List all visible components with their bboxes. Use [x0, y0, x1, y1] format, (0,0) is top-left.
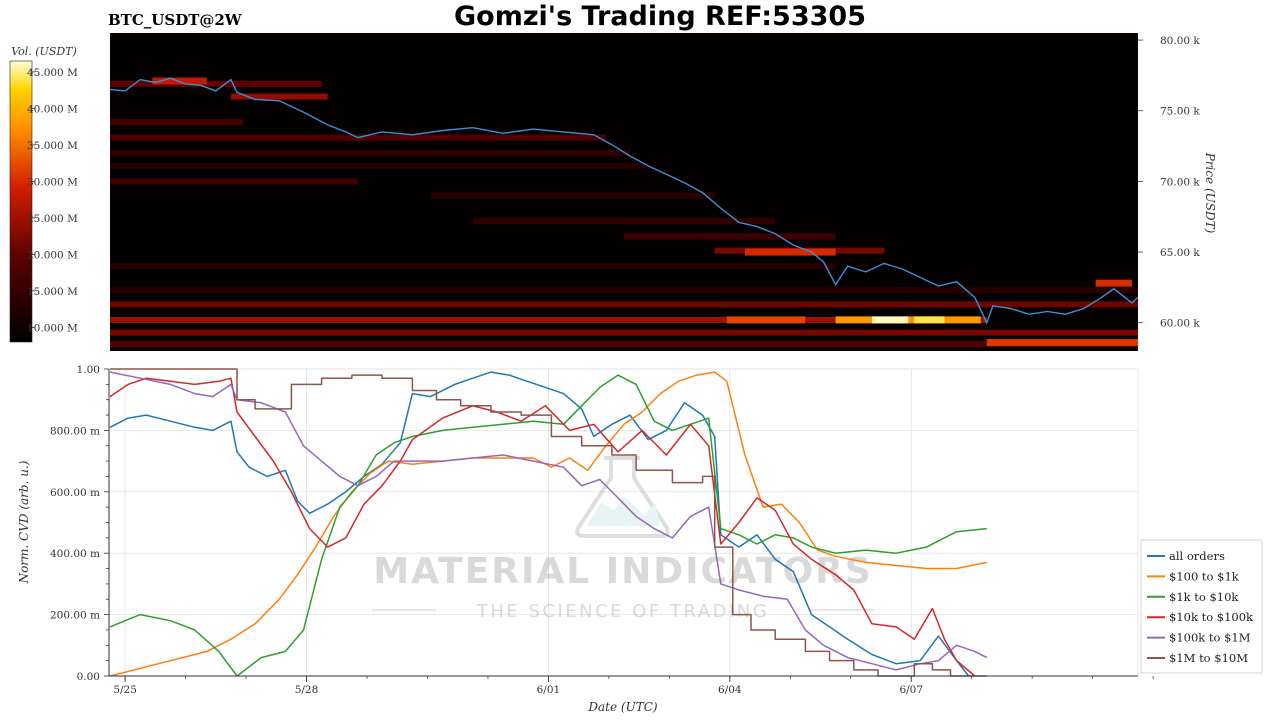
liquidity-band	[472, 217, 776, 224]
liquidity-band	[624, 233, 836, 240]
cvd-axes: 0.00 200.00 m 400.00 m 600.00 m 800.00 m 1.00…	[50, 364, 1154, 696]
cvd-series-all-orders	[109, 371, 970, 677]
cvd-series-1k-to-10k	[109, 374, 987, 677]
cvd-xtick-label: 6/07	[899, 684, 923, 696]
cvd-xtick-label: 5/25	[113, 684, 137, 696]
liquidity-band	[430, 192, 715, 199]
colorbar-gradient	[9, 60, 33, 343]
colorbar: Vol. (USDT) 10.000 M 15.000 M 20.000 M 25.0…	[9, 45, 78, 343]
liquidity-hot-spot	[1095, 279, 1132, 287]
heatmap-panel: 60.00 k 65.00 k 70.00 k 75.00 k 80.00 k Pric…	[109, 33, 1217, 351]
colorbar-tick-label: 20.000 M	[27, 249, 78, 261]
cvd-xtick-label: 6/04	[718, 684, 742, 696]
colorbar-tick-label: 35.000 M	[27, 140, 78, 152]
price-tick-label: 65.00 k	[1160, 247, 1200, 259]
liquidity-band	[110, 178, 358, 185]
price-tick-label: 80.00 k	[1160, 35, 1200, 47]
colorbar-ticks: 10.000 M 15.000 M 20.000 M 25.000 M 30.000 M…	[27, 67, 78, 334]
colorbar-tick-label: 15.000 M	[27, 286, 78, 298]
flask-icon	[575, 456, 670, 538]
cvd-ytick-label: 1.00	[77, 364, 100, 376]
liquidity-band	[110, 301, 1138, 308]
cvd-series-1m-to-10m	[110, 368, 987, 677]
legend-label: $10k to $100k	[1169, 610, 1254, 624]
colorbar-tick-label: 40.000 M	[27, 103, 78, 115]
liquidity-hot-spot	[914, 316, 945, 324]
cvd-xtick-label: 6/01	[537, 684, 561, 696]
price-tick-label: 70.00 k	[1160, 176, 1200, 188]
cvd-ylabel: Norm. CVD (arb. u.)	[17, 460, 31, 584]
legend-box	[1140, 539, 1263, 674]
cvd-ytick-label: 600.00 m	[50, 487, 100, 499]
watermark-title: MATERIAL INDICATORS	[373, 551, 873, 592]
price-tick-label: 60.00 k	[1160, 318, 1200, 330]
colorbar-tick-label: 30.000 M	[27, 176, 78, 188]
cvd-xtick-label: 5/28	[295, 684, 319, 696]
legend-label: $100k to $1M	[1169, 631, 1251, 645]
cvd-xlabel: Date (UTC)	[587, 700, 657, 714]
liquidity-band	[110, 287, 1138, 294]
cvd-ytick-label: 200.00 m	[50, 610, 100, 622]
liquidity-band	[110, 80, 322, 87]
colorbar-tick-label: 10.000 M	[27, 322, 78, 334]
cvd-series-10k-to-100k	[109, 377, 976, 677]
cvd-plot-area	[109, 369, 1138, 676]
liquidity-band	[110, 329, 1138, 336]
legend-label: $1k to $10k	[1169, 590, 1239, 604]
cvd-series-100k-to-1m	[109, 371, 988, 671]
liquidity-hot-spot	[726, 316, 806, 324]
liquidity-band	[110, 340, 1138, 347]
liquidity-band	[110, 119, 244, 126]
cvd-series-lines	[109, 368, 988, 677]
liquidity-hot-spot	[986, 339, 1138, 347]
watermark: MATERIAL INDICATORS THE SCIENCE OF TRADI…	[372, 456, 874, 622]
cvd-ytick-label: 800.00 m	[50, 425, 100, 437]
colorbar-tick-label: 45.000 M	[27, 67, 78, 79]
price-line	[109, 77, 1139, 325]
liquidity-band	[110, 162, 649, 169]
colorbar-tick-label: 25.000 M	[27, 213, 78, 225]
heatmap-ylabel: Price (USDT)	[1203, 152, 1217, 234]
liquidity-band	[230, 93, 328, 100]
legend: all orders $100 to $1k $1k to $10k $10k to …	[1140, 539, 1263, 674]
legend-label: all orders	[1169, 549, 1225, 563]
chart-subtitle: BTC_USDT@2W	[108, 11, 243, 29]
cvd-series-100-to-1k	[109, 371, 987, 677]
liquidity-band	[110, 316, 987, 323]
cvd-panel: MATERIAL INDICATORS THE SCIENCE OF TRADI…	[17, 364, 1263, 714]
liquidity-hot-spot	[871, 316, 909, 324]
colorbar-label: Vol. (USDT)	[11, 45, 77, 58]
cvd-ytick-label: 0.00	[77, 671, 100, 683]
liquidity-band	[110, 150, 631, 157]
cvd-ytick-label: 400.00 m	[50, 548, 100, 560]
heatmap-price-axis: 60.00 k 65.00 k 70.00 k 75.00 k 80.00 k	[1138, 35, 1200, 330]
watermark-subtitle: THE SCIENCE OF TRADING	[476, 601, 769, 622]
price-tick-label: 75.00 k	[1160, 106, 1200, 118]
legend-label: $1M to $10M	[1169, 651, 1248, 665]
chart-title: Gomzi's Trading REF:53305	[454, 1, 866, 32]
legend-label: $100 to $1k	[1169, 569, 1240, 583]
liquidity-band	[110, 263, 836, 270]
legend-items: all orders $100 to $1k $1k to $10k $10k to …	[1147, 549, 1254, 665]
liquidity-hot-spot	[744, 248, 836, 256]
flask-liquid-icon	[587, 496, 660, 526]
